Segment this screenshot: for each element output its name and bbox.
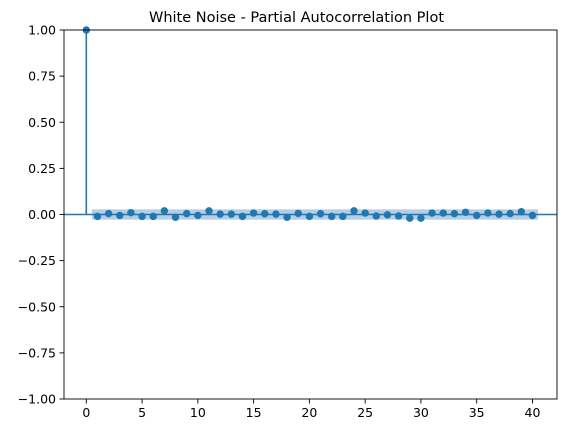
pacf-point <box>506 209 514 218</box>
x-tick-label: 15 <box>246 405 262 420</box>
pacf-point <box>528 211 537 220</box>
y-tick-label: −0.25 <box>18 253 56 268</box>
pacf-point <box>127 208 135 217</box>
pacf-point <box>316 210 325 218</box>
pacf-point <box>138 212 146 221</box>
pacf-point <box>361 209 369 217</box>
pacf-point <box>249 209 258 217</box>
pacf-point <box>216 210 224 218</box>
x-tick-label: 20 <box>301 405 317 420</box>
pacf-point <box>417 214 425 222</box>
pacf-point <box>517 208 526 216</box>
pacf-point <box>327 212 336 221</box>
x-tick-label: 5 <box>138 405 146 420</box>
pacf-point <box>227 210 236 218</box>
pacf-point <box>238 212 247 221</box>
pacf-point <box>406 214 414 222</box>
pacf-point <box>450 209 459 218</box>
y-tick-label: 0.00 <box>28 207 56 222</box>
pacf-point <box>394 212 403 220</box>
y-tick-label: −1.00 <box>18 392 56 407</box>
x-tick-label: 40 <box>525 405 541 420</box>
pacf-point <box>472 211 481 220</box>
y-tick-label: 1.00 <box>28 23 56 38</box>
pacf-point <box>484 209 492 217</box>
pacf-point <box>461 208 470 216</box>
y-tick-label: 0.75 <box>28 69 56 84</box>
y-tick-label: 0.50 <box>28 115 56 130</box>
x-tick-label: 25 <box>357 405 373 420</box>
x-axis: 0 5 10 15 20 25 30 35 40 <box>82 399 540 420</box>
pacf-point <box>149 212 157 221</box>
pacf-point <box>305 212 314 221</box>
pacf-point <box>439 209 447 217</box>
y-tick-label: −0.50 <box>18 299 56 314</box>
pacf-point <box>350 207 358 215</box>
pacf-point <box>272 210 280 218</box>
plot-area <box>64 26 557 222</box>
y-tick-label: 0.25 <box>28 161 56 176</box>
y-axis: 1.00 0.75 0.50 0.25 0.00 −0.25 −0.50 −0.75 −1.00 <box>18 23 64 407</box>
pacf-point <box>339 212 347 221</box>
pacf-point <box>261 210 269 218</box>
pacf-point <box>205 207 213 215</box>
x-tick-label: 0 <box>82 405 90 420</box>
x-tick-label: 35 <box>469 405 485 420</box>
pacf-point <box>104 209 113 218</box>
chart-title: White Noise - Partial Autocorrelation Pl… <box>149 10 444 26</box>
pacf-point <box>383 211 392 219</box>
pacf-point <box>372 212 381 220</box>
pacf-point <box>495 210 503 218</box>
pacf-point <box>194 211 202 220</box>
pacf-point <box>171 213 180 221</box>
pacf-point <box>93 212 102 221</box>
pacf-point <box>182 209 191 218</box>
x-tick-label: 30 <box>413 405 429 420</box>
x-tick-label: 10 <box>190 405 206 420</box>
pacf-point <box>116 211 124 220</box>
pacf-point <box>428 209 436 217</box>
markers-layer <box>82 26 537 222</box>
pacf-point <box>283 213 291 221</box>
pacf-point <box>294 209 302 218</box>
pacf-point <box>160 207 169 215</box>
y-tick-label: −0.75 <box>18 345 56 360</box>
